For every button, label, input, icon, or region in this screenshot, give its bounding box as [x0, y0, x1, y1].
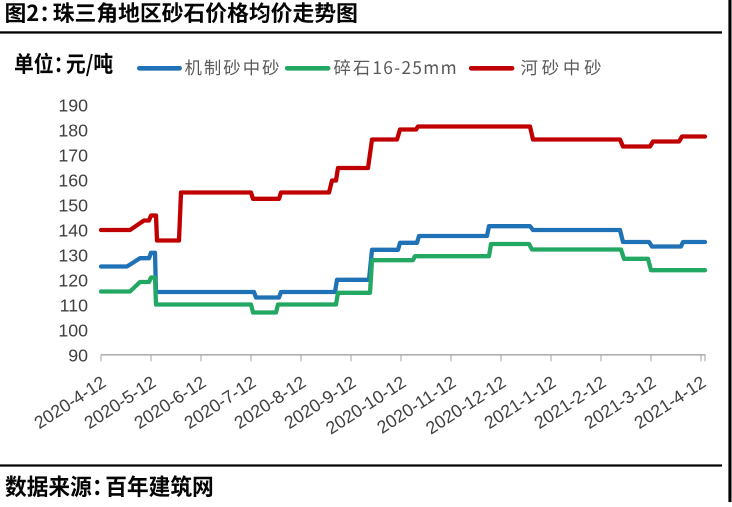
svg-text:180: 180: [58, 120, 88, 140]
svg-text:120: 120: [58, 270, 88, 290]
svg-text:160: 160: [58, 170, 88, 190]
svg-text:130: 130: [58, 245, 88, 265]
svg-text:100: 100: [58, 320, 88, 340]
svg-text:190: 190: [58, 95, 88, 115]
svg-text:170: 170: [58, 145, 88, 165]
svg-text:150: 150: [58, 195, 88, 215]
svg-text:90: 90: [68, 345, 88, 365]
svg-text:110: 110: [60, 295, 88, 315]
svg-text:140: 140: [58, 220, 88, 240]
